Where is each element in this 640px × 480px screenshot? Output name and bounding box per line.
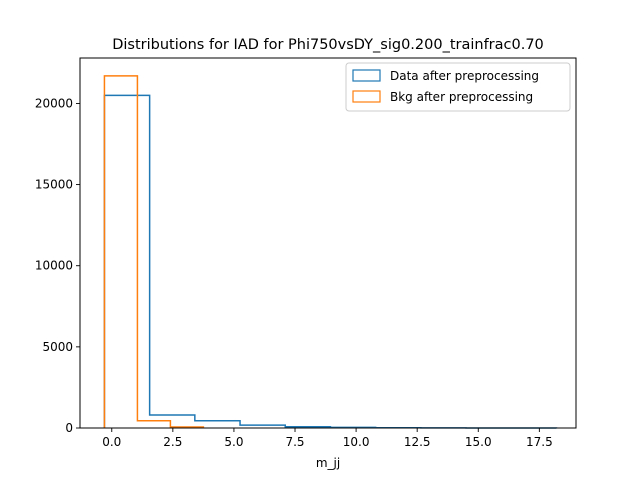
y-tick-label: 15000	[35, 178, 73, 192]
legend-label: Bkg after preprocessing	[390, 90, 533, 104]
legend: Data after preprocessing Bkg after prepro…	[345, 62, 571, 112]
x-axis-label: m_jj	[316, 456, 340, 470]
histogram-bin	[104, 76, 137, 428]
series-0	[103, 94, 558, 429]
histogram-outline	[103, 94, 558, 429]
x-tick-label: 5.0	[224, 435, 243, 449]
plot-marks	[103, 75, 558, 429]
legend-label: Data after preprocessing	[390, 69, 539, 83]
histogram-outline	[103, 75, 205, 428]
x-tick-label: 7.5	[285, 435, 304, 449]
y-tick-label: 10000	[35, 259, 73, 273]
y-tick-label: 20000	[35, 96, 73, 110]
histogram-bin	[137, 421, 170, 428]
histogram-bin	[104, 95, 149, 428]
series-1	[103, 75, 205, 428]
legend-box	[345, 62, 571, 112]
y-tick-label: 5000	[42, 340, 73, 354]
legend-swatch	[352, 90, 381, 103]
x-tick-label: 17.5	[526, 435, 553, 449]
histogram-bin	[150, 415, 195, 428]
y-tick-label: 0	[65, 421, 73, 435]
x-tick-label: 0.0	[102, 435, 121, 449]
x-tick-label: 12.5	[404, 435, 431, 449]
x-tick-label: 2.5	[163, 435, 182, 449]
chart-title: Distributions for IAD for Phi750vsDY_sig…	[112, 37, 544, 53]
x-axis: 0.0 2.5 5.0 7.5 10.0 12.5 15.0 17.5	[102, 428, 553, 449]
y-axis: 0 5000 10000 15000 20000	[35, 96, 80, 435]
x-tick-label: 15.0	[465, 435, 492, 449]
legend-swatch	[352, 69, 381, 82]
plot-frame	[79, 57, 577, 429]
x-tick-label: 10.0	[343, 435, 370, 449]
